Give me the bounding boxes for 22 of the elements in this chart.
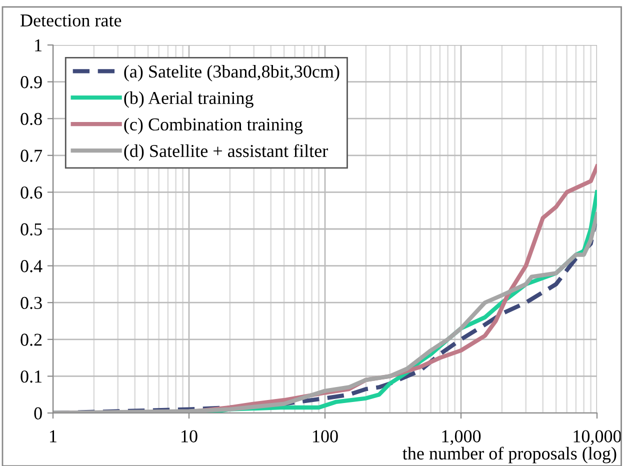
x-tick-label: 100 [313, 430, 338, 442]
y-tick-label: 0.7 [20, 150, 42, 162]
x-tick-label: 1,000 [442, 430, 481, 445]
legend-label: (b) Aerial training [124, 91, 254, 108]
y-axis-title: Detection rate [20, 14, 122, 27]
legend-label: (c) Combination training [124, 118, 303, 134]
y-tick-label: 0 [34, 407, 42, 420]
y-tick-label: 1 [35, 39, 42, 52]
legend-label: (a) Satelite (3band,8bit,30cm) [124, 64, 340, 82]
y-tick-label: 0.2 [20, 334, 42, 346]
y-tick-label: 0.5 [20, 223, 42, 236]
legend-label: (d) Satellite + assistant filter [124, 144, 328, 161]
x-axis-title: the number of proposals (log) [402, 446, 616, 464]
y-tick-label: 0.1 [20, 370, 42, 383]
y-tick-label: 0.8 [20, 112, 42, 126]
x-tick-label: 10 [182, 430, 198, 442]
x-tick-label: 1 [50, 430, 56, 442]
y-tick-label: 0.3 [20, 296, 42, 310]
y-tick-label: 0.6 [20, 186, 42, 199]
y-tick-label: 0.9 [20, 76, 42, 88]
y-tick-label: 0.4 [20, 260, 42, 272]
x-tick-label: 10,000 [574, 430, 622, 445]
